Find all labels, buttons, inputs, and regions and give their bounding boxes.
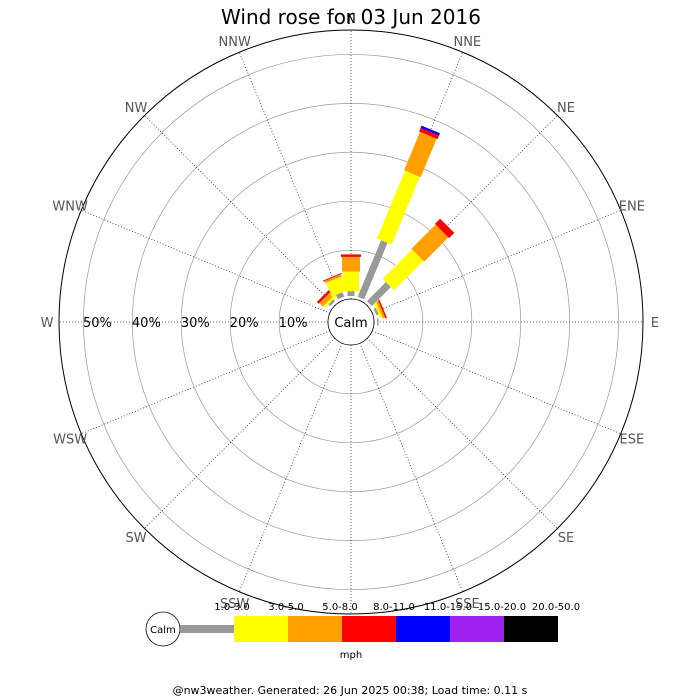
radial-tick-label: 10%	[279, 316, 308, 331]
bar-ne-1.0-3.0	[366, 282, 391, 307]
legend-label-1.0-3.0: 1.0-3.0	[214, 602, 249, 613]
bar-ne-8.0-11.0	[434, 218, 455, 239]
legend-swatch-3.0-5.0	[234, 616, 288, 642]
bar-ene-1.0-3.0	[373, 307, 379, 316]
bar-ne-5.0-8.0	[411, 224, 449, 262]
legend-label-20.0-50.0: 20.0-50.0	[532, 602, 580, 613]
spoke	[144, 115, 336, 307]
bar-ene-5.0-8.0	[376, 300, 386, 319]
legend-label-11.0-15.0: 11.0-15.0	[424, 602, 472, 613]
bar-n-5.0-8.0	[342, 256, 360, 272]
legend-label-5.0-8.0: 5.0-8.0	[322, 602, 357, 613]
bar-nnw-5.0-8.0	[324, 274, 342, 284]
bar-nne-1.0-3.0	[357, 240, 388, 300]
direction-label-wnw: WNW	[52, 200, 88, 215]
calm-label: Calm	[334, 316, 367, 331]
bar-nne-8.0-11.0	[419, 127, 440, 140]
speed-legend: Calm 1.0-3.0 3.0-5.0 5.0-8.0 8.0-11.0 11.0-1…	[145, 602, 580, 647]
bar-nne-3.0-5.0	[377, 170, 420, 245]
spoke	[366, 337, 558, 529]
legend-swatch-20.0-50.0	[504, 616, 558, 642]
spoke	[238, 52, 343, 301]
bar-nw-8.0-11.0	[316, 287, 333, 304]
direction-label-nw: NW	[125, 101, 148, 116]
direction-labels: NNNENEENEEESESESSESSSWSWWSWWWNWNWNNW	[41, 12, 660, 635]
spoke	[359, 343, 464, 592]
bar-nne-5.0-8.0	[404, 131, 437, 178]
grid-ring	[229, 200, 473, 444]
direction-label-w: W	[41, 316, 54, 331]
legend-calm-label: Calm	[150, 625, 176, 636]
legend-swatch-1.0-3.0	[180, 625, 234, 633]
legend-unit-label: mph	[340, 650, 362, 661]
direction-label-se: SE	[558, 531, 574, 546]
radial-grid	[58, 29, 644, 615]
bar-ene-3.0-5.0	[374, 302, 383, 319]
direction-label-e: E	[651, 316, 659, 331]
grid-ring	[180, 151, 522, 493]
direction-label-n: N	[346, 12, 356, 27]
direction-label-ese: ESE	[620, 432, 645, 447]
radial-tick-label: 20%	[230, 316, 259, 331]
bar-nw-3.0-5.0	[323, 294, 337, 308]
bar-n-8.0-11.0	[341, 254, 361, 257]
bar-nnw-3.0-5.0	[326, 276, 347, 297]
direction-label-nne: NNE	[453, 35, 481, 50]
legend-swatch-8.0-11.0	[342, 616, 396, 642]
direction-label-ene: ENE	[619, 200, 645, 215]
direction-label-ne: NE	[557, 101, 575, 116]
chart-title: Wind rose for 03 Jun 2016	[221, 5, 481, 29]
legend-label-8.0-11.0: 8.0-11.0	[373, 602, 415, 613]
spoke	[372, 330, 621, 435]
radial-tick-label: 50%	[83, 316, 112, 331]
bar-e-1.0-3.0	[377, 318, 379, 326]
direction-label-sw: SW	[125, 531, 146, 546]
grid-ring	[83, 54, 619, 590]
direction-label-wsw: WSW	[53, 432, 87, 447]
calm-circle: Calm	[327, 298, 375, 346]
outer-ring	[58, 29, 644, 615]
bar-nne-11.0-15.0	[420, 125, 440, 136]
bar-nnw-1.0-3.0	[335, 292, 345, 300]
legend-swatch-15.0-20.0	[450, 616, 504, 642]
direction-label-ssw: SSW	[220, 597, 250, 612]
legend-label-15.0-20.0: 15.0-20.0	[478, 602, 526, 613]
radial-tick-labels: 10% 20% 30% 40% 50%	[83, 316, 308, 331]
legend-swatch-11.0-15.0	[396, 616, 450, 642]
footer-text: @nw3weather. Generated: 26 Jun 2025 00:3…	[173, 684, 528, 697]
bar-ne-3.0-5.0	[382, 249, 424, 291]
radial-tick-label: 30%	[181, 316, 210, 331]
spoke	[81, 330, 330, 435]
bar-n-3.0-5.0	[343, 271, 359, 292]
spoke	[238, 343, 343, 592]
legend-label-3.0-5.0: 3.0-5.0	[268, 602, 303, 613]
direction-label-sse: SSE	[455, 597, 480, 612]
bar-ene-8.0-11.0	[378, 299, 387, 319]
bar-nnw-8.0-11.0	[323, 272, 342, 282]
wind-bars	[316, 125, 455, 326]
bar-nw-1.0-3.0	[328, 299, 336, 307]
spoke	[81, 209, 330, 314]
direction-label-nnw: NNW	[219, 35, 251, 50]
spoke	[144, 337, 336, 529]
bar-n-1.0-3.0	[347, 291, 355, 296]
radial-tick-label: 40%	[132, 316, 161, 331]
legend-swatch-5.0-8.0	[288, 616, 342, 642]
